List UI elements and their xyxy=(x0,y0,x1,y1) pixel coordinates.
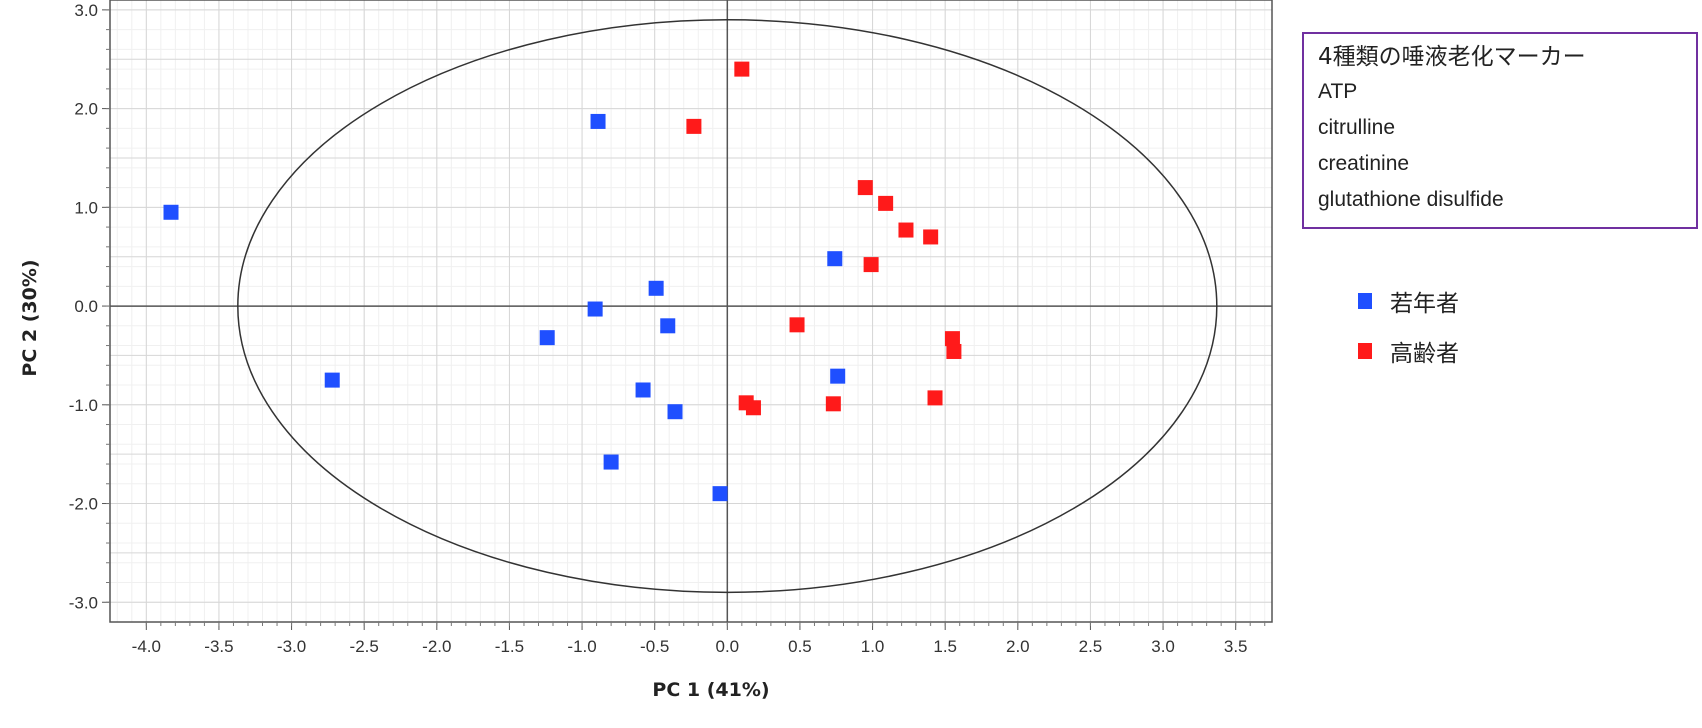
data-point-young-6 xyxy=(539,330,555,346)
data-point-elderly-13 xyxy=(927,390,943,406)
y-axis-ticks: 3.0 2.0 1.0 0.0 -1.0 -2.0 -3.0 xyxy=(69,1,110,612)
y-tick-label: -2.0 xyxy=(69,495,98,514)
data-point-young-5 xyxy=(660,318,676,334)
marker-info-box: 4種類の唾液老化マーカー ATP citrulline creatinine g… xyxy=(1302,32,1698,229)
x-axis-title: PC 1 (41%) xyxy=(652,679,769,701)
x-tick-label: 0.5 xyxy=(788,637,812,656)
data-point-elderly-7 xyxy=(789,317,805,333)
data-point-elderly-6 xyxy=(863,257,879,273)
y-tick-label: 3.0 xyxy=(74,1,98,20)
plot-frame xyxy=(109,0,1273,623)
x-tick-label: 1.0 xyxy=(861,637,885,656)
y-tick-label: 2.0 xyxy=(74,100,98,119)
data-point-elderly-0 xyxy=(734,61,750,77)
plot-background xyxy=(110,0,1272,622)
x-tick-label: -2.0 xyxy=(422,637,451,656)
data-point-elderly-11 xyxy=(745,400,761,416)
zero-axis-lines xyxy=(110,0,1272,622)
x-tick-label: -0.5 xyxy=(640,637,669,656)
legend-swatch-young xyxy=(1358,293,1372,309)
x-tick-label: -4.0 xyxy=(132,637,161,656)
data-point-elderly-5 xyxy=(923,229,939,245)
x-tick-label: -3.0 xyxy=(277,637,306,656)
x-tick-label: -1.0 xyxy=(567,637,596,656)
legend-label-elderly: 高齢者 xyxy=(1390,341,1459,367)
x-tick-label: 1.5 xyxy=(933,637,957,656)
x-tick-label: -1.5 xyxy=(495,637,524,656)
x-tick-label: -2.5 xyxy=(350,637,379,656)
data-point-young-9 xyxy=(603,454,619,470)
data-point-elderly-8 xyxy=(944,331,960,347)
marker-item-glutathione-disulfide: glutathione disulfide xyxy=(1318,188,1504,211)
data-point-young-8 xyxy=(667,404,683,420)
y-tick-label: -1.0 xyxy=(69,396,98,415)
data-point-young-11 xyxy=(827,251,843,267)
data-point-young-12 xyxy=(830,368,846,384)
y-axis-title: PC 2 (30%) xyxy=(19,259,41,376)
data-point-young-7 xyxy=(635,382,651,398)
x-tick-label: 0.0 xyxy=(715,637,739,656)
marker-item-creatinine: creatinine xyxy=(1318,152,1410,175)
x-tick-label: 2.5 xyxy=(1079,637,1103,656)
y-tick-label: 0.0 xyxy=(74,297,98,316)
marker-item-citrulline: citrulline xyxy=(1318,116,1396,139)
x-tick-label: 3.0 xyxy=(1151,637,1175,656)
legend-item-elderly: 高齢者 xyxy=(1358,326,1459,376)
data-point-young-1 xyxy=(590,113,606,129)
confidence-ellipse xyxy=(237,18,1218,594)
data-point-young-0 xyxy=(163,204,179,220)
data-point-young-10 xyxy=(712,486,728,502)
legend-label-young: 若年者 xyxy=(1390,291,1459,317)
x-tick-label: 3.5 xyxy=(1224,637,1248,656)
marker-info-title: 4種類の唾液老化マーカー xyxy=(1318,44,1586,70)
marker-item-atp: ATP xyxy=(1318,80,1358,103)
data-point-elderly-4 xyxy=(898,222,914,238)
x-tick-label: 2.0 xyxy=(1006,637,1030,656)
x-axis-ticks: -4.0 -3.5 -3.0 -2.5 -2.0 -1.5 -1.0 -0.5 0.0 0.5 1.… xyxy=(132,622,1266,656)
data-point-elderly-1 xyxy=(686,118,702,134)
data-point-young-2 xyxy=(324,372,340,388)
data-point-elderly-3 xyxy=(878,195,894,211)
legend-swatch-elderly xyxy=(1358,343,1372,359)
data-point-elderly-12 xyxy=(825,396,841,412)
data-points xyxy=(163,61,962,502)
data-point-young-3 xyxy=(648,280,664,296)
data-point-young-4 xyxy=(587,301,603,317)
data-point-elderly-2 xyxy=(857,180,873,196)
legend: 若年者 高齢者 xyxy=(1358,276,1459,376)
x-tick-label: -3.5 xyxy=(204,637,233,656)
data-point-elderly-9 xyxy=(946,343,962,359)
legend-item-young: 若年者 xyxy=(1358,276,1459,326)
y-tick-label: 1.0 xyxy=(74,198,98,217)
y-tick-label: -3.0 xyxy=(69,593,98,612)
